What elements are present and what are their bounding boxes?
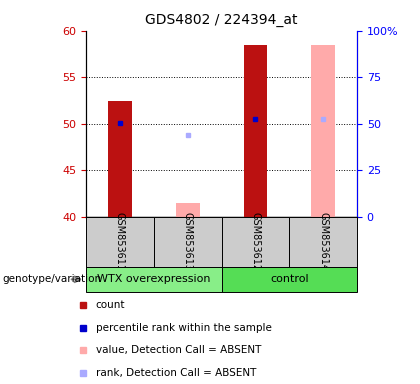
Bar (154, 217, 222, 267)
Bar (86, 267, 222, 292)
Text: count: count (96, 300, 125, 310)
Bar (222, 267, 357, 292)
Text: WTX overexpression: WTX overexpression (97, 274, 210, 285)
Text: GSM853613: GSM853613 (183, 212, 193, 271)
Text: genotype/variation: genotype/variation (2, 274, 101, 285)
Text: GSM853612: GSM853612 (250, 212, 260, 271)
Text: value, Detection Call = ABSENT: value, Detection Call = ABSENT (96, 345, 261, 355)
Bar (311, 45, 335, 217)
Text: GSM853614: GSM853614 (318, 212, 328, 271)
Title: GDS4802 / 224394_at: GDS4802 / 224394_at (145, 13, 298, 27)
Bar (108, 101, 132, 217)
Text: control: control (270, 274, 309, 285)
Text: GSM853611: GSM853611 (115, 212, 125, 271)
Bar (86, 217, 154, 267)
Bar (222, 217, 289, 267)
Text: percentile rank within the sample: percentile rank within the sample (96, 323, 272, 333)
Bar (244, 45, 267, 217)
Bar (289, 217, 357, 267)
Bar (176, 203, 200, 217)
Text: rank, Detection Call = ABSENT: rank, Detection Call = ABSENT (96, 368, 256, 378)
